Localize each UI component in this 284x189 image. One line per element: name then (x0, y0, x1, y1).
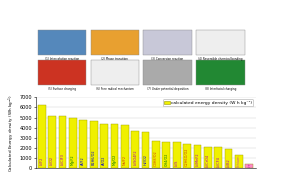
Bar (48, 116, 56, 168)
Legend: calculated energy density (W h kg⁻¹): calculated energy density (W h kg⁻¹) (163, 99, 253, 106)
Text: C2H6O/O2: C2H6O/O2 (185, 148, 189, 166)
FancyBboxPatch shape (91, 30, 139, 55)
Text: C3H8/O2: C3H8/O2 (154, 150, 158, 166)
Text: Mg/F2: Mg/F2 (71, 155, 75, 165)
Bar (38, 105, 46, 168)
Bar (79, 119, 87, 168)
Text: Mg/O2: Mg/O2 (112, 154, 116, 165)
Bar (204, 147, 212, 168)
Bar (59, 116, 66, 168)
Bar (183, 144, 191, 168)
Text: (2) Phase transition: (2) Phase transition (101, 57, 128, 61)
Bar (90, 121, 97, 168)
FancyBboxPatch shape (196, 30, 245, 55)
FancyBboxPatch shape (143, 30, 192, 55)
Text: (5) Surface charging: (5) Surface charging (48, 87, 76, 91)
Text: Li/MnF2: Li/MnF2 (195, 153, 199, 166)
Text: (1) Intercalation reaction: (1) Intercalation reaction (45, 57, 79, 61)
Bar (152, 141, 160, 168)
FancyBboxPatch shape (91, 60, 139, 85)
Text: (7) Under potential deposition: (7) Under potential deposition (147, 87, 188, 91)
Text: H2/O2: H2/O2 (143, 154, 148, 165)
Text: Li/ClF3: Li/ClF3 (60, 153, 64, 165)
Text: Li/CF4: Li/CF4 (216, 156, 220, 167)
Text: (3) Conversion reaction: (3) Conversion reaction (151, 57, 184, 61)
Bar (162, 142, 170, 168)
Text: Li/SO4F2: Li/SO4F2 (133, 149, 137, 165)
Bar (225, 149, 233, 168)
Bar (214, 147, 222, 168)
Text: Li+: Li+ (247, 162, 251, 168)
Bar (110, 124, 118, 168)
Text: Al/O2: Al/O2 (102, 156, 106, 165)
Bar (131, 131, 139, 168)
Text: B2H6/O2: B2H6/O2 (92, 149, 96, 165)
FancyBboxPatch shape (143, 60, 192, 85)
Text: Li/B2: Li/B2 (227, 158, 231, 167)
Bar (69, 118, 77, 168)
Text: Na/F2: Na/F2 (123, 155, 127, 165)
Bar (235, 155, 243, 168)
Y-axis label: Calculated Energy density (Wh kg$^{-1}$): Calculated Energy density (Wh kg$^{-1}$) (7, 94, 17, 172)
FancyBboxPatch shape (38, 30, 86, 55)
FancyBboxPatch shape (38, 60, 86, 85)
Bar (173, 142, 181, 168)
FancyBboxPatch shape (196, 60, 245, 85)
Text: Li/S: Li/S (175, 160, 179, 166)
Bar (194, 145, 201, 168)
Text: CH4/O2: CH4/O2 (164, 153, 168, 166)
Bar (100, 124, 108, 168)
Text: (6) Free radical mechanism: (6) Free radical mechanism (96, 87, 133, 91)
Text: Li/CrO4: Li/CrO4 (206, 153, 210, 167)
Text: Li/F2: Li/F2 (40, 157, 44, 165)
Bar (121, 125, 129, 168)
Text: Li/O2: Li/O2 (50, 156, 54, 165)
Bar (142, 132, 149, 168)
Text: Al/F2: Al/F2 (81, 156, 85, 165)
Text: lithium: lithium (237, 155, 241, 167)
Text: (4) Reversible chemical bonding: (4) Reversible chemical bonding (198, 57, 243, 61)
Bar (245, 164, 253, 168)
Text: (8) Interfacial charging: (8) Interfacial charging (205, 87, 236, 91)
